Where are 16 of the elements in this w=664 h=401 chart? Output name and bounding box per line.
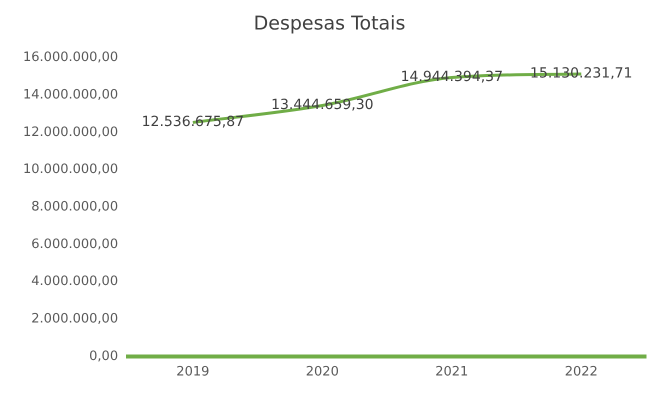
- data-label: 15.130.231,71: [530, 66, 632, 82]
- data-label: 12.536.675,87: [142, 114, 244, 130]
- x-tick-label: 2020: [306, 364, 339, 380]
- chart-title: Despesas Totais: [254, 12, 406, 34]
- y-tick-label: 12.000.000,00: [23, 124, 118, 140]
- y-tick-label: 8.000.000,00: [31, 199, 118, 214]
- x-tick-label: 2019: [176, 364, 210, 380]
- y-tick-label: 4.000.000,00: [31, 274, 118, 290]
- y-tick-label: 2.000.000,00: [31, 311, 118, 326]
- y-tick-label: 0,00: [89, 348, 118, 364]
- x-tick-label: 2021: [435, 364, 468, 380]
- y-tick-label: 10.000.000,00: [23, 162, 118, 178]
- y-tick-label: 6.000.000,00: [31, 236, 118, 252]
- y-tick-label: 16.000.000,00: [23, 50, 118, 66]
- x-tick-label: 2022: [564, 364, 598, 380]
- y-tick-label: 14.000.000,00: [23, 88, 118, 102]
